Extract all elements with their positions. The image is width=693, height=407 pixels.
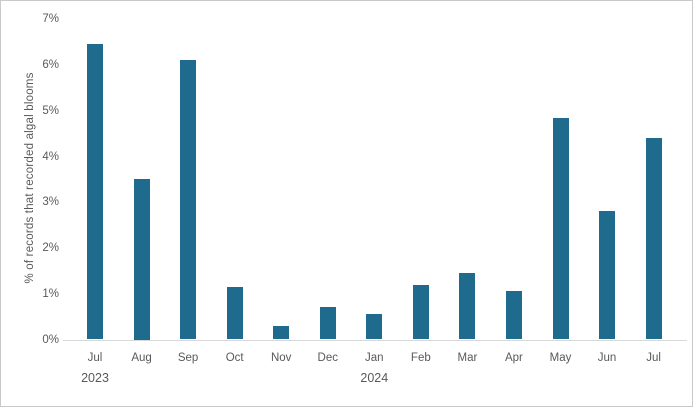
x-tick-label: Jan: [365, 352, 384, 364]
bar-aug-1: [133, 179, 150, 340]
y-tick-label: 1%: [42, 287, 59, 300]
x-tick-label: Mar: [457, 352, 478, 364]
y-tick-label: 7%: [42, 13, 59, 26]
y-tick-label: 4%: [42, 150, 59, 163]
y-tick-label: 0%: [42, 333, 59, 346]
y-tick-label: 2%: [42, 242, 59, 254]
year-label: 2024: [360, 371, 389, 385]
bar-may-10: [552, 117, 569, 340]
bar-dec-5: [319, 307, 336, 340]
x-tick-label: Jul: [87, 352, 103, 364]
bar-mar-8: [459, 273, 476, 340]
x-tick-label: Nov: [270, 352, 292, 364]
x-tick-label: Aug: [131, 352, 152, 364]
bar-oct-3: [226, 286, 243, 340]
x-tick-label: Jul: [646, 352, 661, 364]
year-label: 2023: [81, 371, 109, 385]
y-tick-label: 3%: [42, 196, 59, 209]
x-tick-label: Jun: [597, 352, 617, 364]
bar-apr-9: [505, 291, 522, 340]
x-axis-line: [63, 340, 687, 341]
bar-feb-7: [412, 284, 429, 340]
bar-sep-2: [180, 60, 197, 340]
x-tick-label: Feb: [410, 352, 431, 364]
y-tick-label: 6%: [42, 59, 59, 71]
x-tick-label: May: [549, 352, 572, 364]
x-tick-label: Sep: [177, 352, 199, 364]
x-tick-label: Dec: [317, 352, 338, 364]
bar-jul-12: [645, 138, 662, 340]
x-tick-label: Apr: [504, 352, 523, 364]
bar-jun-11: [599, 211, 616, 340]
bar-jul-0: [87, 44, 103, 340]
y-tick-label: 5%: [42, 104, 59, 117]
bar-nov-4: [273, 325, 290, 340]
x-tick-label: Oct: [225, 352, 244, 364]
bar-jan-6: [366, 314, 383, 340]
